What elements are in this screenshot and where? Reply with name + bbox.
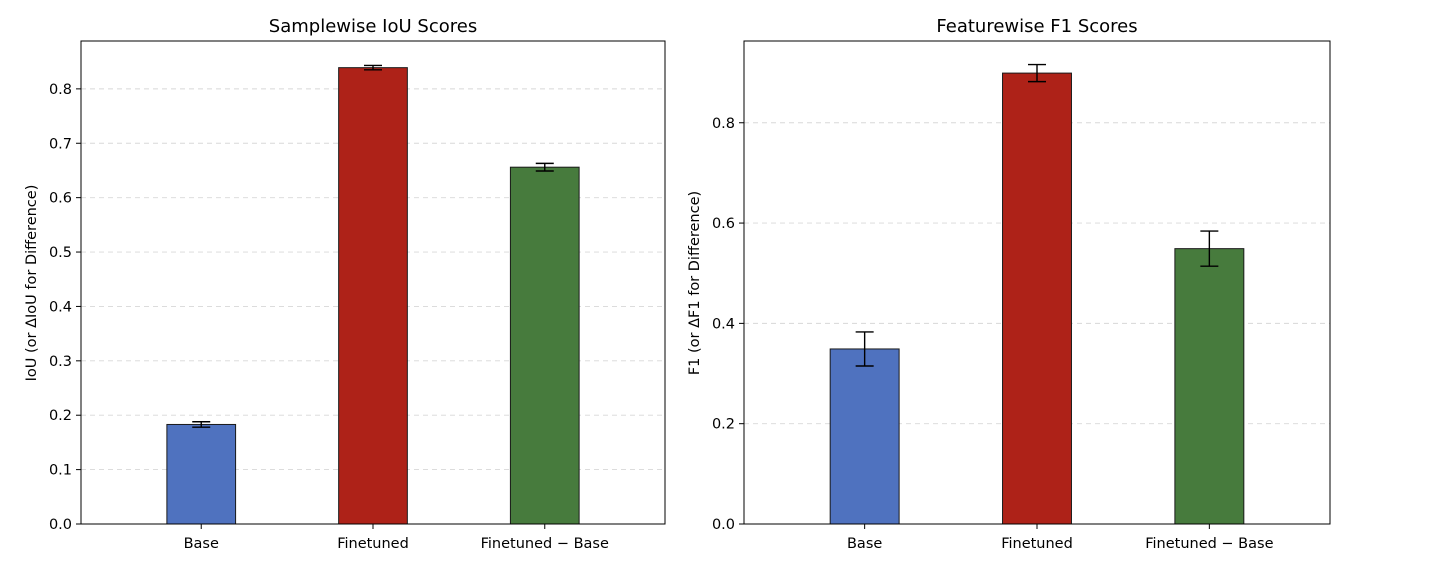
y-tick-label: 0.4 [712,316,735,332]
error-bar [535,162,554,172]
bar-base [829,348,900,525]
y-tick-label: 0.0 [49,517,72,533]
y-axis-label: IoU (or ΔIoU for Difference) [24,185,40,382]
x-tick-label: Base [847,536,882,552]
x-tick-label: Finetuned − Base [481,536,609,552]
y-tick-label: 0.1 [49,463,72,479]
y-tick-label: 0.8 [712,116,735,132]
x-tick-label: Base [184,536,219,552]
bar-base [166,423,237,525]
y-tick-label: 0.6 [712,216,735,232]
bar-finetuned [1002,72,1072,525]
error-bar [1028,63,1046,83]
bar-finetuned-base [1174,248,1245,525]
y-tick-label: 0.6 [49,191,72,207]
chart-featurewise-f1: Featurewise F1 Scores F1 (or ΔF1 for Dif… [687,16,1331,552]
error-bar [364,64,382,71]
x-tick-label: Finetuned − Base [1145,536,1273,552]
y-axis-label: F1 (or ΔF1 for Difference) [687,191,703,375]
chart-title: Samplewise IoU Scores [269,16,477,37]
y-tick-label: 0.8 [49,82,72,98]
chart-title: Featurewise F1 Scores [936,16,1137,37]
y-tick-label: 0.3 [49,354,72,370]
y-tick-label: 0.2 [49,408,72,424]
error-bar [192,421,211,428]
x-tick-label: Finetuned [1001,536,1073,552]
bar-finetuned [338,67,408,525]
error-bar [1200,230,1219,267]
error-bar [855,331,874,367]
y-tick-label: 0.0 [712,517,735,533]
bar-finetuned-base [509,166,580,525]
y-tick-label: 0.4 [49,299,72,315]
y-tick-label: 0.5 [49,245,72,261]
y-tick-label: 0.7 [49,136,72,152]
chart-samplewise-iou: Samplewise IoU Scores IoU (or ΔIoU for D… [24,16,666,552]
x-tick-label: Finetuned [337,536,409,552]
y-tick-label: 0.2 [712,417,735,433]
